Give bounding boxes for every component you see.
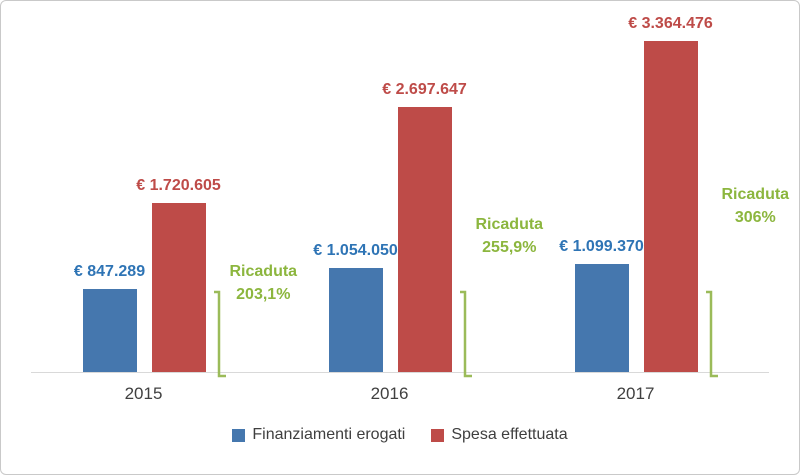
legend-swatch-red — [431, 428, 445, 442]
legend-item-spesa: Spesa effettuata — [431, 426, 568, 444]
bar-value-label: € 1.720.605 — [136, 176, 221, 194]
bar-spesa-2015: € 1.720.605 — [136, 177, 221, 372]
bar-finanziamenti-2017: € 1.099.370 — [559, 238, 644, 372]
bar-finanziamenti-2015: € 847.289 — [74, 263, 145, 372]
x-axis-label: 2017 — [616, 384, 655, 403]
ricaduta-label: Ricaduta — [721, 185, 790, 203]
ricaduta-annotation: Ricaduta 306% — [722, 183, 790, 229]
bar-group-2017: € 1.099.370 € 3.364.476 Ricaduta 306% 20… — [559, 15, 789, 403]
ricaduta-value: 306% — [734, 208, 776, 226]
ricaduta-bracket-icon — [213, 290, 226, 378]
bar-group-2016: € 1.054.050 € 2.697.647 Ricaduta 255,9% … — [313, 81, 543, 403]
legend-item-finanziamenti: Finanziamenti erogati — [232, 426, 405, 444]
plot-area: € 847.289 € 1.720.605 Ricaduta 203,1% 20… — [31, 1, 789, 403]
ricaduta-annotation: Ricaduta 255,9% — [476, 213, 544, 259]
ricaduta-label: Ricaduta — [229, 262, 298, 280]
legend-label: Spesa effettuata — [451, 426, 568, 443]
bar-value-label: € 2.697.647 — [382, 80, 467, 98]
bar-value-label: € 1.099.370 — [559, 237, 644, 255]
bar-value-label: € 847.289 — [73, 262, 146, 280]
ricaduta-annotation: Ricaduta 203,1% — [230, 260, 298, 306]
legend-label: Finanziamenti erogati — [252, 426, 406, 443]
bar-value-label: € 3.364.476 — [628, 15, 713, 32]
bar-group-2015: € 847.289 € 1.720.605 Ricaduta 203,1% 20… — [74, 177, 297, 403]
ricaduta-value: 255,9% — [482, 238, 537, 256]
ricaduta-label: Ricaduta — [475, 215, 544, 233]
legend-swatch-blue — [232, 428, 246, 442]
bar-spesa-2016: € 2.697.647 — [382, 81, 467, 372]
bar-spesa-2017: € 3.364.476 — [628, 15, 713, 372]
bar-value-label: € 1.054.050 — [313, 242, 398, 260]
x-axis-label: 2015 — [124, 384, 163, 403]
x-axis-label: 2016 — [370, 384, 409, 403]
ricaduta-bracket-icon — [459, 290, 472, 378]
legend: Finanziamenti erogati Spesa effettuata — [1, 426, 799, 444]
ricaduta-bracket-icon — [705, 290, 718, 378]
bar-finanziamenti-2016: € 1.054.050 — [313, 242, 398, 372]
ricaduta-value: 203,1% — [236, 285, 291, 303]
